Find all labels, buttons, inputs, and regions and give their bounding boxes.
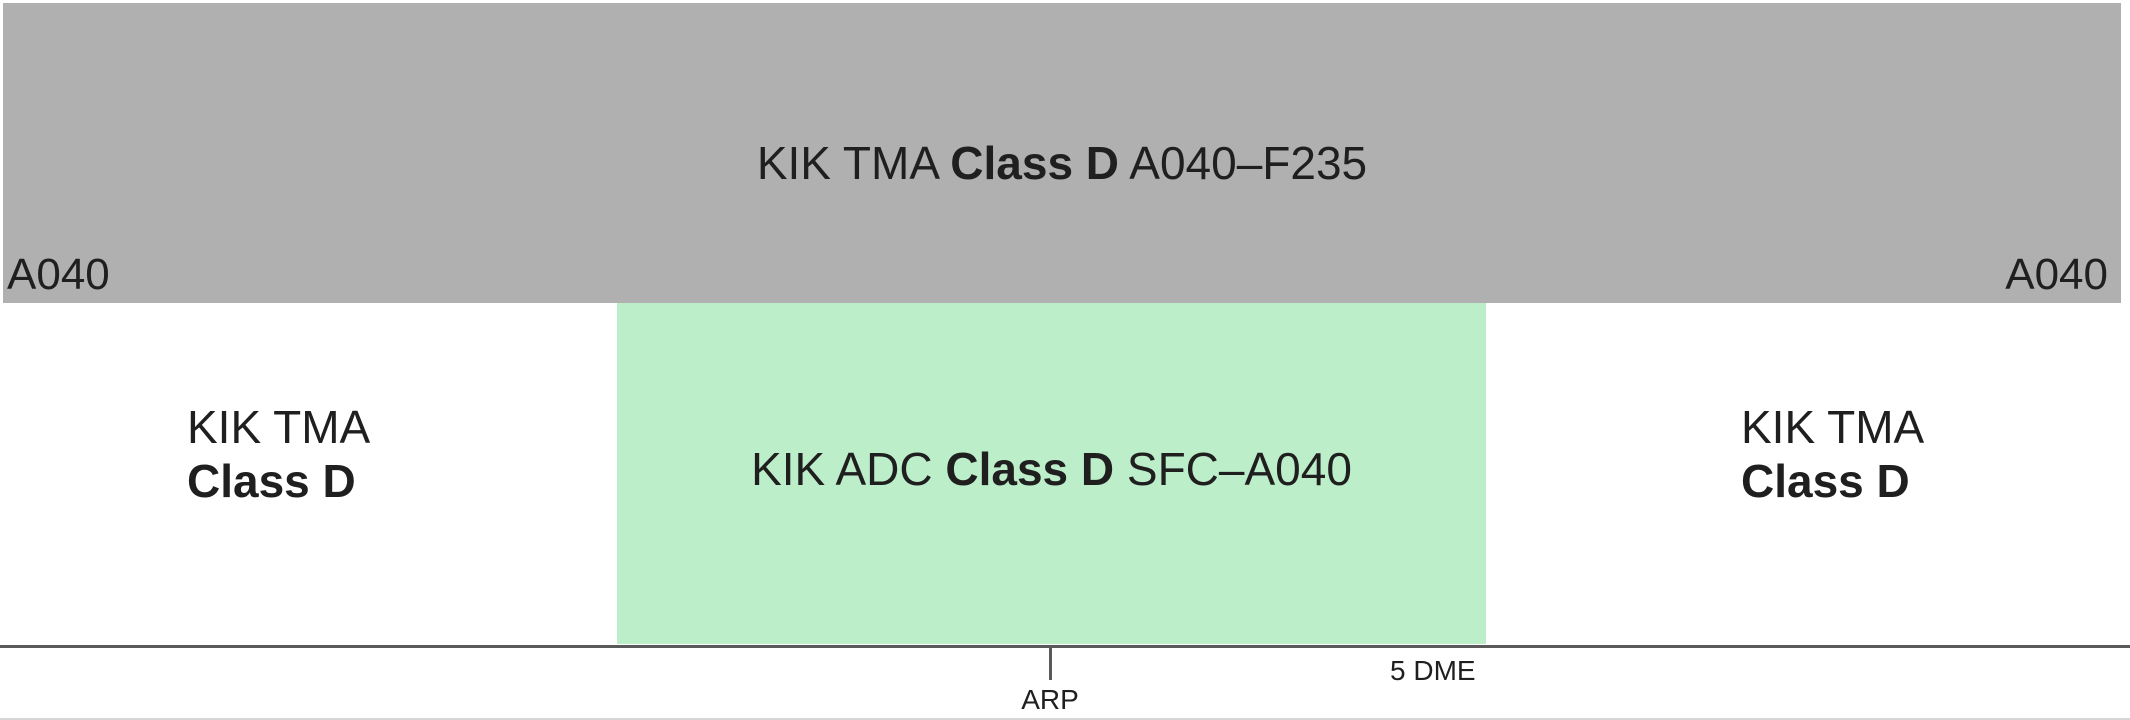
tma-side-right-name: KIK TMA — [1741, 401, 1925, 453]
tma-side-left-class: Class D — [187, 455, 356, 507]
tma-side-left-label: KIK TMA Class D — [187, 400, 370, 508]
arp-label: ARP — [1021, 684, 1079, 715]
adc-zone-limits: SFC–A040 — [1126, 443, 1352, 495]
tma-airspace-band: KIK TMA Class D A040–F235 A040 A040 — [3, 3, 2121, 303]
tma-side-right-class: Class D — [1741, 455, 1910, 507]
bottom-border-line — [0, 718, 2130, 720]
adc-zone-name: KIK ADC — [751, 443, 933, 495]
ground-line — [0, 645, 2130, 648]
tma-band-limits: A040–F235 — [1129, 137, 1368, 189]
tma-band-name: KIK TMA — [756, 137, 938, 189]
tma-band-class: Class D — [950, 137, 1120, 189]
tma-side-left-name: KIK TMA — [187, 401, 371, 453]
tma-floor-left-label: A040 — [7, 250, 110, 299]
tma-floor-right-label: A040 — [2005, 250, 2108, 299]
adc-zone-class: Class D — [945, 443, 1115, 495]
tma-band-label: KIK TMA Class D A040–F235 — [3, 136, 2121, 190]
adc-airspace-zone: KIK ADC Class D SFC–A040 — [617, 303, 1486, 644]
tma-side-right-label: KIK TMA Class D — [1741, 400, 1924, 508]
adc-zone-label: KIK ADC Class D SFC–A040 — [617, 442, 1486, 496]
arp-tick-mark — [1049, 648, 1052, 680]
dme-distance-label: 5 DME — [1390, 655, 1476, 686]
